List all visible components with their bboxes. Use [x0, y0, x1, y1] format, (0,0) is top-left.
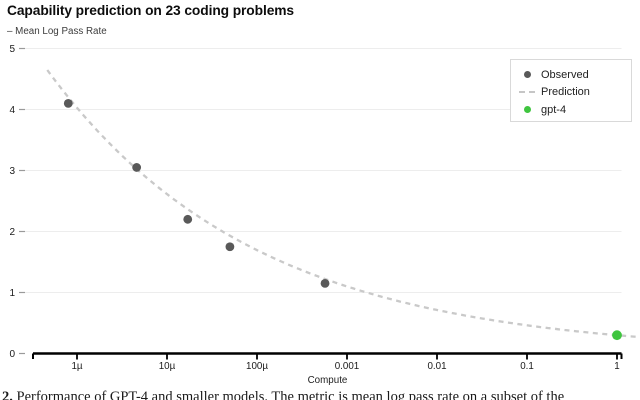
observed-point: [225, 242, 235, 252]
y-tick-label: 3: [9, 166, 15, 177]
y-axis-title: – Mean Log Pass Rate: [7, 26, 107, 37]
y-tick-label: 0: [9, 349, 15, 360]
x-tick-label: 10µ: [159, 361, 176, 372]
chart-title: Capability prediction on 23 coding probl…: [7, 3, 295, 18]
observed-point: [183, 214, 193, 224]
observed-point: [63, 99, 73, 108]
x-tick-label: 1: [614, 361, 619, 372]
y-tick-label: 5: [9, 44, 15, 55]
x-axis-label: Compute: [307, 375, 348, 386]
caption-text: Performance of GPT-4 and smaller models.…: [12, 389, 565, 400]
prediction-marker-icon: [518, 91, 536, 94]
gpt4-point: [612, 330, 622, 341]
x-tick-label: 100µ: [246, 361, 268, 372]
y-tick-label: 2: [9, 227, 15, 238]
legend-item-gpt4: gpt-4: [518, 101, 631, 119]
observed-marker-icon: [518, 71, 536, 79]
x-tick-label: 1µ: [71, 361, 82, 372]
legend-item-prediction: Prediction: [518, 84, 631, 102]
legend: Observed Prediction gpt-4: [510, 59, 632, 122]
caption-number: 2.: [2, 389, 13, 400]
x-tick-label: 0.1: [520, 361, 534, 372]
y-tick-label: 1: [9, 288, 15, 299]
observed-point: [320, 278, 330, 288]
figure-caption: 2. Performance of GPT-4 and smaller mode…: [2, 389, 640, 400]
observed-point: [132, 163, 142, 172]
legend-item-label: gpt-4: [541, 103, 567, 116]
x-tick-label: 0.01: [427, 361, 446, 372]
gpt4-marker-icon: [518, 106, 536, 114]
legend-item-label: Observed: [541, 68, 589, 81]
prediction-curve: [46, 69, 638, 339]
x-tick-label: 0.001: [335, 361, 360, 372]
legend-item-label: Prediction: [541, 86, 590, 99]
y-tick-label: 4: [9, 105, 15, 116]
legend-item-observed: Observed: [518, 66, 631, 84]
